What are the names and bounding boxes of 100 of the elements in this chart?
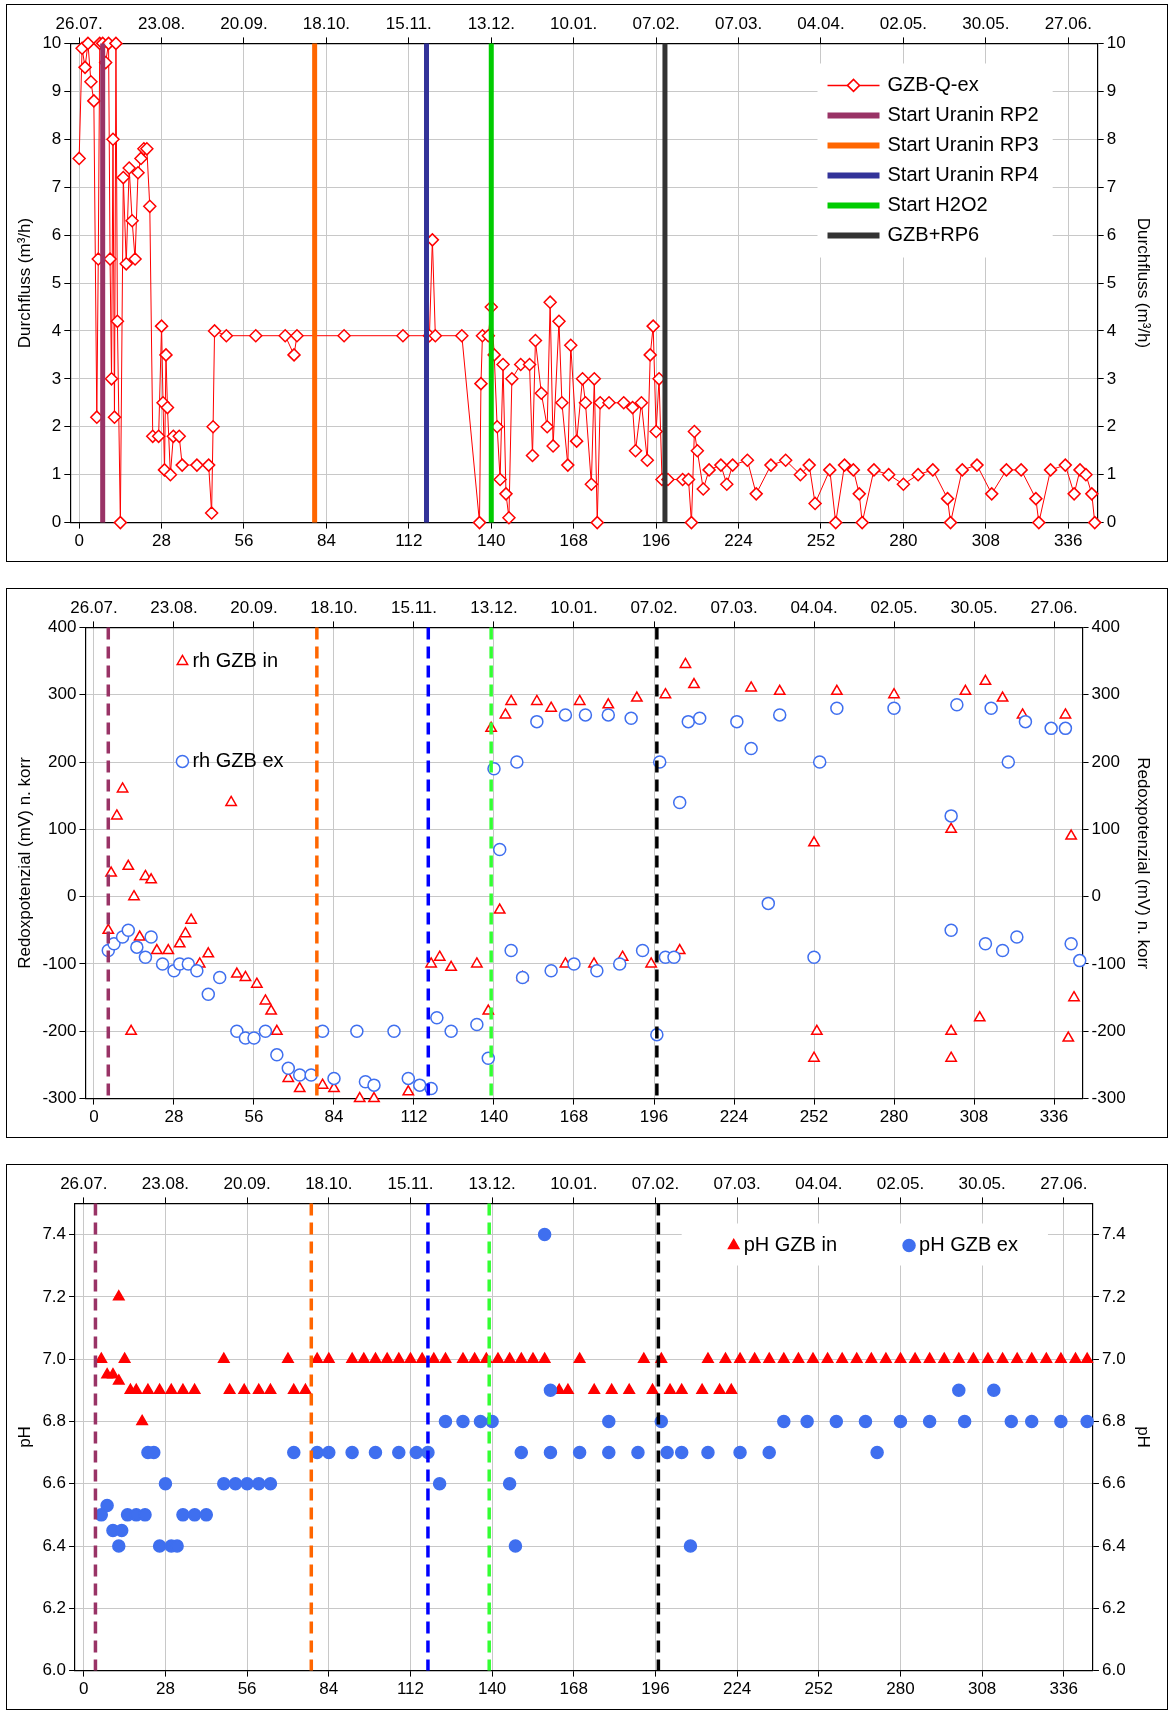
x-tick-label: 84 [316,531,336,551]
x-tick-label: 280 [879,1107,909,1127]
x2-tick-label: 04.04. [797,13,845,33]
legend-label: GZB-Q-ex [887,72,979,95]
y-tick-label: 200 [48,751,77,771]
x-tick-label: 224 [724,531,753,551]
x2-tick-label: 04.04. [795,1173,843,1193]
x2-tick-label: 15.11. [390,597,438,617]
x-tick-label: 28 [164,1107,184,1127]
x2-tick-label: 26.07. [55,13,103,33]
legend-label: pH GZB in [743,1232,838,1255]
x2-tick-label: 20.09. [223,1173,271,1193]
x2-tick-label: 18.10. [310,597,358,617]
y-tick-label: 4 [51,320,62,340]
y2-tick-label: 0 [1106,512,1117,532]
x2-tick-label: 27.06. [1030,597,1078,617]
x2-tick-label: 13.12. [468,1173,516,1193]
y2-tick-label: 3 [1106,368,1117,388]
x-tick-label: 252 [806,531,836,551]
x2-tick-label: 10.01. [550,1173,598,1193]
x-tick-label: 168 [559,1107,589,1127]
x-tick-label: 280 [886,1679,915,1699]
y-tick-label: 0 [51,512,62,532]
y2-tick-label: 6.6 [1101,1473,1126,1493]
y2-tick-label: 6 [1106,224,1117,244]
y2-tick-label: 10 [1106,33,1126,53]
x-tick-label: 140 [477,531,506,551]
legend-label: Start Uranin RP2 [887,102,1039,125]
y-tick-label: 7.4 [42,1224,67,1244]
x2-tick-label: 26.07. [70,597,118,617]
y-tick-label: 6.2 [42,1597,67,1617]
y2-tick-label: -100 [1091,953,1126,973]
x2-tick-label: 13.12. [467,13,515,33]
y2-axis-title: Durchfluss (m³/h) [1134,217,1154,349]
x2-tick-label: 27.06. [1040,1173,1088,1193]
legend-label: rh GZB in [192,648,278,671]
x2-tick-label: 18.10. [302,13,351,33]
y-tick-label: 6.8 [42,1411,67,1431]
y-tick-label: 6.0 [42,1660,67,1680]
x-tick-label: 252 [799,1107,829,1127]
y2-tick-label: 8 [1106,128,1117,148]
y2-tick-label: 7 [1106,176,1117,196]
legend-label: Start Uranin RP4 [887,162,1039,185]
x-tick-label: 252 [804,1679,833,1699]
y-tick-label: 7.0 [42,1348,67,1368]
x-tick-label: 280 [889,531,918,551]
x-tick-label: 84 [319,1679,339,1699]
x-tick-label: 336 [1049,1679,1078,1699]
x-tick-label: 336 [1054,531,1083,551]
x-tick-label: 196 [641,1679,670,1699]
y-tick-label: 9 [51,81,62,101]
x-tick-label: 112 [395,531,423,551]
y-tick-label: 300 [48,684,77,704]
y-tick-label: 0 [66,886,77,906]
y-axis-title: Redoxpotenzial (mV) n. korr [14,756,34,969]
legend-label: pH GZB ex [919,1232,1018,1255]
x2-tick-label: 07.03. [714,13,763,33]
x2-tick-label: 15.11. [387,1173,434,1193]
y2-tick-label: 4 [1106,320,1117,340]
x2-tick-label: 02.05. [879,13,928,33]
x2-tick-label: 20.09. [230,597,278,617]
y2-tick-label: 6.0 [1101,1660,1126,1680]
y2-axis-title: Redoxpotenzial (mV) n. korr [1134,757,1154,970]
x2-tick-label: 07.02. [632,13,680,33]
x2-tick-label: 23.08. [141,1173,190,1193]
y2-tick-label: 7.2 [1101,1286,1126,1306]
x-tick-label: 308 [971,531,1001,551]
legend-label: Start H2O2 [887,192,988,215]
y-tick-label: -200 [42,1020,77,1040]
x2-tick-label: 20.09. [220,13,268,33]
x2-tick-label: 27.06. [1044,13,1092,33]
y2-tick-label: 6.8 [1101,1411,1126,1431]
x-tick-label: 28 [155,1679,175,1699]
y2-tick-label: -300 [1091,1088,1126,1108]
y-tick-label: 6.6 [42,1473,67,1493]
x2-tick-label: 10.01. [550,13,598,33]
y2-tick-label: -200 [1091,1020,1126,1040]
x2-tick-label: 07.03. [713,1173,761,1193]
y-axis-title: Durchfluss (m³/h) [14,217,34,349]
x-tick-label: 336 [1039,1107,1069,1127]
x2-tick-label: 30.05. [962,13,1010,33]
x-tick-label: 112 [396,1679,425,1699]
x-tick-label: 140 [479,1107,509,1127]
x-tick-label: 224 [722,1679,752,1699]
y-tick-label: 8 [51,128,62,148]
x-tick-label: 168 [559,531,588,551]
x2-tick-label: 02.05. [870,597,918,617]
x2-tick-label: 10.01. [550,597,598,617]
y-axis-title: pH [14,1426,34,1448]
legend-label: GZB+RP6 [887,222,980,245]
legend-label: Start Uranin RP3 [887,132,1039,155]
x-tick-label: 56 [234,531,254,551]
x-tick-label: 168 [559,1679,588,1699]
x-tick-label: 56 [244,1107,264,1127]
y2-tick-label: 7.0 [1101,1348,1126,1368]
x2-tick-label: 15.11. [385,13,432,33]
y-tick-label: 6.4 [42,1535,67,1555]
y2-tick-label: 2 [1106,416,1117,436]
y2-axis-title: pH [1134,1426,1154,1448]
x2-tick-label: 07.03. [710,597,758,617]
